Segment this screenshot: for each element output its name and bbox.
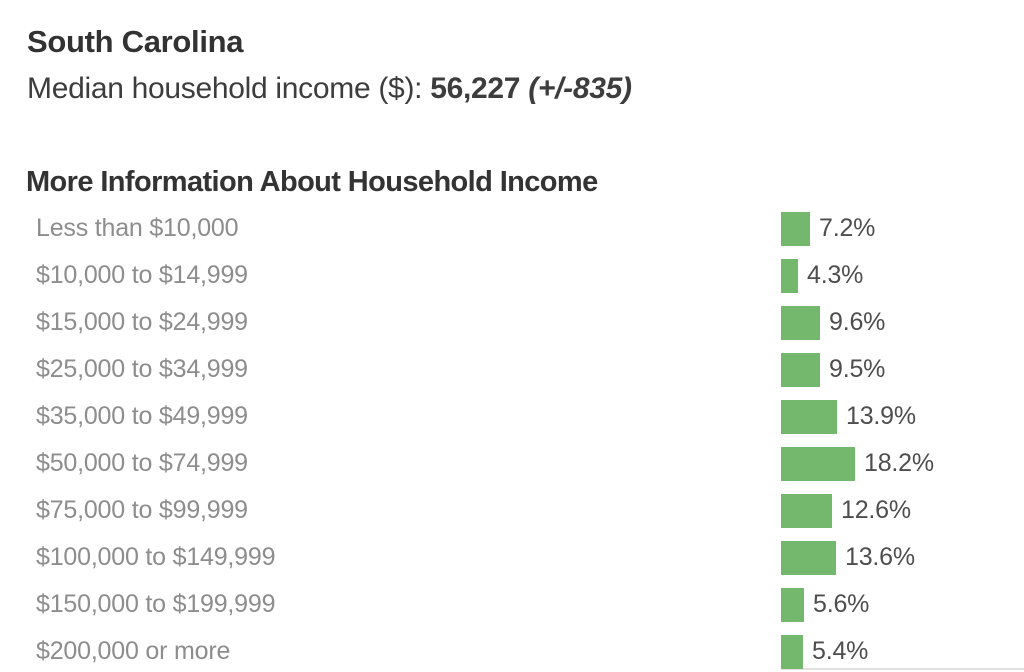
chart-row: Less than $10,000 7.2%	[0, 205, 1024, 252]
chart-row: $25,000 to $34,999 9.5%	[0, 346, 1024, 393]
income-distribution-chart: Less than $10,000 7.2% $10,000 to $14,99…	[0, 205, 1024, 672]
income-bracket-label: $35,000 to $49,999	[36, 402, 248, 430]
income-bracket-label: $75,000 to $99,999	[36, 496, 248, 524]
income-bracket-bar[interactable]	[781, 540, 836, 575]
income-bracket-value: 13.6%	[845, 543, 915, 571]
income-bracket-label: $150,000 to $199,999	[36, 590, 276, 618]
income-bracket-value: 5.6%	[813, 590, 870, 618]
income-bracket-bar[interactable]	[781, 493, 832, 528]
income-bracket-value: 4.3%	[807, 261, 864, 289]
income-bracket-value: 13.9%	[846, 402, 916, 430]
page-title: South Carolina	[27, 24, 244, 59]
income-bracket-label: $10,000 to $14,999	[36, 261, 248, 289]
income-bracket-bar[interactable]	[781, 587, 804, 622]
axis-baseline	[781, 668, 1024, 670]
income-bracket-bar[interactable]	[781, 305, 820, 340]
chart-row: $100,000 to $149,999 13.6%	[0, 534, 1024, 581]
header-block: South Carolina Median household income (…	[27, 24, 987, 106]
income-bracket-label: $200,000 or more	[36, 637, 231, 665]
income-bracket-value: 12.6%	[841, 496, 911, 524]
income-bracket-label: $15,000 to $24,999	[36, 308, 248, 336]
median-income-line: Median household income ($): 56,227 (+/-…	[27, 72, 987, 106]
income-bracket-bar[interactable]	[781, 446, 855, 481]
median-income-label: Median household income ($):	[27, 71, 431, 105]
chart-row: $75,000 to $99,999 12.6%	[0, 487, 1024, 534]
income-bracket-label: $25,000 to $34,999	[36, 355, 248, 383]
chart-row: $15,000 to $24,999 9.6%	[0, 299, 1024, 346]
income-bracket-bar[interactable]	[781, 399, 837, 434]
income-bracket-label: $50,000 to $74,999	[36, 449, 248, 477]
section-title: More Information About Household Income	[26, 166, 598, 198]
income-bracket-value: 5.4%	[812, 637, 869, 665]
income-bracket-bar[interactable]	[781, 352, 820, 387]
chart-row: $150,000 to $199,999 5.6%	[0, 581, 1024, 628]
income-bracket-bar[interactable]	[781, 211, 810, 246]
chart-row: $10,000 to $14,999 4.3%	[0, 252, 1024, 299]
chart-row: $200,000 or more 5.4%	[0, 628, 1024, 672]
income-bracket-value: 9.5%	[829, 355, 886, 383]
chart-row: $35,000 to $49,999 13.9%	[0, 393, 1024, 440]
median-income-margin-of-error: (+/-835)	[520, 71, 632, 105]
median-income-value: 56,227	[430, 71, 521, 105]
income-bracket-bar[interactable]	[781, 258, 798, 293]
income-bracket-value: 7.2%	[819, 214, 876, 242]
income-bracket-label: Less than $10,000	[36, 214, 239, 242]
income-bracket-value: 18.2%	[864, 449, 934, 477]
income-bracket-value: 9.6%	[829, 308, 886, 336]
income-bracket-bar[interactable]	[781, 634, 803, 669]
chart-row: $50,000 to $74,999 18.2%	[0, 440, 1024, 487]
income-bracket-label: $100,000 to $149,999	[36, 543, 276, 571]
